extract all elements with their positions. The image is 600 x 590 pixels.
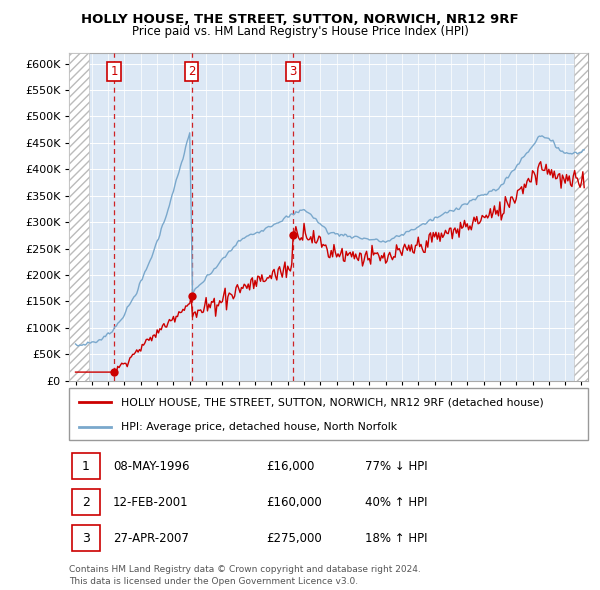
Text: Contains HM Land Registry data © Crown copyright and database right 2024.: Contains HM Land Registry data © Crown c… <box>69 565 421 574</box>
Text: 12-FEB-2001: 12-FEB-2001 <box>113 496 189 509</box>
Text: Price paid vs. HM Land Registry's House Price Index (HPI): Price paid vs. HM Land Registry's House … <box>131 25 469 38</box>
FancyBboxPatch shape <box>71 525 100 551</box>
Text: 18% ↑ HPI: 18% ↑ HPI <box>365 532 427 545</box>
Text: HOLLY HOUSE, THE STREET, SUTTON, NORWICH, NR12 9RF: HOLLY HOUSE, THE STREET, SUTTON, NORWICH… <box>81 13 519 26</box>
Text: 08-MAY-1996: 08-MAY-1996 <box>113 460 190 473</box>
Text: 1: 1 <box>82 460 90 473</box>
Text: HPI: Average price, detached house, North Norfolk: HPI: Average price, detached house, Nort… <box>121 422 397 431</box>
Text: 40% ↑ HPI: 40% ↑ HPI <box>365 496 427 509</box>
Text: 2: 2 <box>82 496 90 509</box>
Text: 3: 3 <box>82 532 90 545</box>
Text: £16,000: £16,000 <box>266 460 314 473</box>
FancyBboxPatch shape <box>71 453 100 479</box>
Text: 3: 3 <box>289 65 296 78</box>
Text: 27-APR-2007: 27-APR-2007 <box>113 532 189 545</box>
Text: 77% ↓ HPI: 77% ↓ HPI <box>365 460 427 473</box>
Text: This data is licensed under the Open Government Licence v3.0.: This data is licensed under the Open Gov… <box>69 577 358 586</box>
Text: £275,000: £275,000 <box>266 532 322 545</box>
Text: 2: 2 <box>188 65 196 78</box>
FancyBboxPatch shape <box>69 388 588 440</box>
Text: 1: 1 <box>110 65 118 78</box>
Text: HOLLY HOUSE, THE STREET, SUTTON, NORWICH, NR12 9RF (detached house): HOLLY HOUSE, THE STREET, SUTTON, NORWICH… <box>121 397 544 407</box>
Text: £160,000: £160,000 <box>266 496 322 509</box>
FancyBboxPatch shape <box>71 489 100 515</box>
